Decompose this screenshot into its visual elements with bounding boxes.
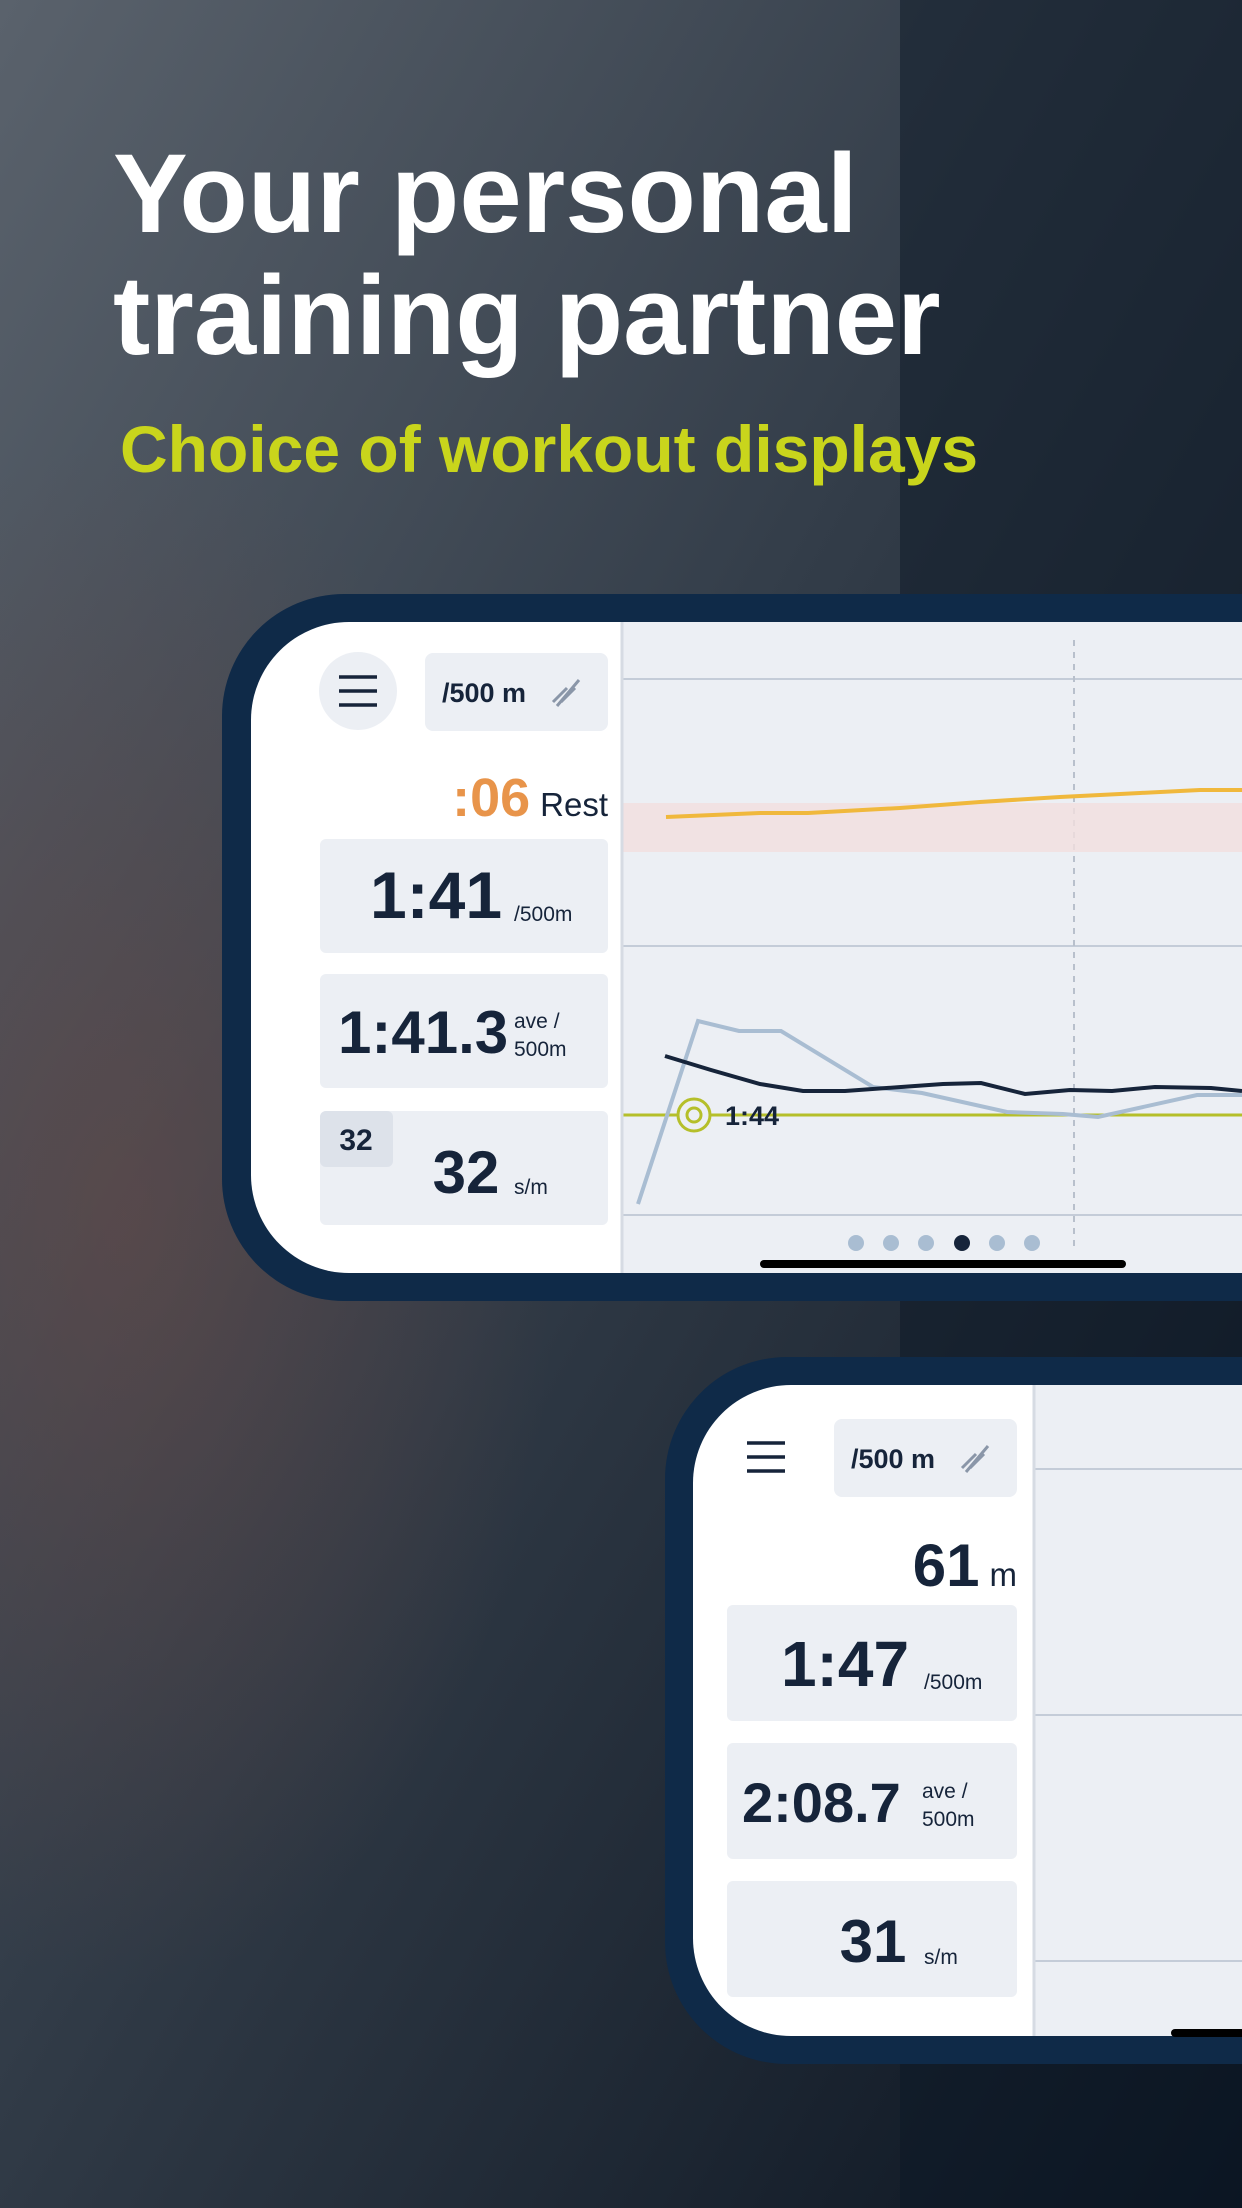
heart-rate-line	[665, 788, 1242, 819]
page-dot[interactable]	[848, 1235, 864, 1251]
page-dot[interactable]	[989, 1235, 1005, 1251]
chart-area	[1034, 1385, 1242, 2036]
headline: Your personal	[113, 131, 858, 256]
average-pace: 2:08.7	[742, 1771, 901, 1834]
menu-icon	[747, 1441, 785, 1473]
target-icon	[676, 1097, 712, 1133]
unit-icon	[960, 1445, 990, 1473]
average-unit: ave /	[922, 1780, 968, 1803]
rest-time: :06	[452, 768, 530, 828]
phone-2: /500 m 61 m 1:47 /500m 2:08.7 ave / 500m …	[665, 1357, 1242, 2064]
unit-label: /500 m	[851, 1444, 935, 1474]
pace-tile	[727, 1605, 1017, 1721]
rest-timer: :06 Rest	[452, 768, 608, 828]
previous-pace-line	[636, 1018, 1242, 1205]
unit-button-bg	[425, 653, 608, 731]
home-indicator	[760, 1260, 1126, 1268]
page-dot[interactable]	[918, 1235, 934, 1251]
average-unit: 500m	[922, 1808, 975, 1831]
unit-button-bg	[834, 1419, 1017, 1497]
stroke-tile	[727, 1881, 1017, 1997]
pace: 1:41	[370, 858, 502, 932]
rest-label: Rest	[540, 786, 608, 823]
pace-unit: /500m	[924, 1671, 982, 1694]
menu-button[interactable]	[747, 1441, 785, 1473]
headline: training partner	[113, 253, 941, 378]
target-icon	[685, 1106, 703, 1124]
unit-icon	[551, 679, 581, 707]
heart-rate-zone	[622, 803, 1242, 852]
stroke-rate: 31	[840, 1908, 907, 1975]
distance-value: 61	[913, 1532, 980, 1599]
menu-icon	[339, 675, 377, 707]
average-unit: ave /	[514, 1010, 560, 1033]
average-tile	[727, 1743, 1017, 1859]
subtitle: Choice of workout displays	[120, 412, 978, 486]
unit-button[interactable]: /500 m	[425, 653, 608, 731]
page-dot[interactable]	[1024, 1235, 1040, 1251]
home-indicator	[1171, 2029, 1242, 2037]
average-pace: 1:41.3	[338, 999, 508, 1066]
page-dot[interactable]	[954, 1235, 970, 1251]
unit-button[interactable]: /500 m	[834, 1419, 1017, 1497]
target-pace: 1:44	[725, 1101, 779, 1131]
unit-label: /500 m	[442, 678, 526, 708]
stroke-badge-value: 32	[339, 1124, 372, 1157]
stroke-rate: 32	[433, 1139, 500, 1206]
phone-1: 1:44 /500 m :06 Rest 1:41 /500m 1:41.3 av…	[222, 594, 1242, 1301]
distance: 61 m	[913, 1532, 1017, 1599]
average-unit: 500m	[514, 1038, 567, 1061]
menu-button[interactable]	[319, 652, 397, 730]
distance-unit: m	[990, 1556, 1018, 1593]
pace: 1:47	[781, 1628, 909, 1700]
pace-unit: /500m	[514, 903, 572, 926]
pace-line	[664, 1054, 1242, 1097]
stroke-badge	[320, 1111, 393, 1167]
chart-area	[622, 622, 1242, 1273]
pace-tile	[320, 839, 608, 953]
stroke-unit: s/m	[514, 1176, 548, 1199]
average-tile	[320, 974, 608, 1088]
stroke-unit: s/m	[924, 1946, 958, 1969]
page-dot[interactable]	[883, 1235, 899, 1251]
